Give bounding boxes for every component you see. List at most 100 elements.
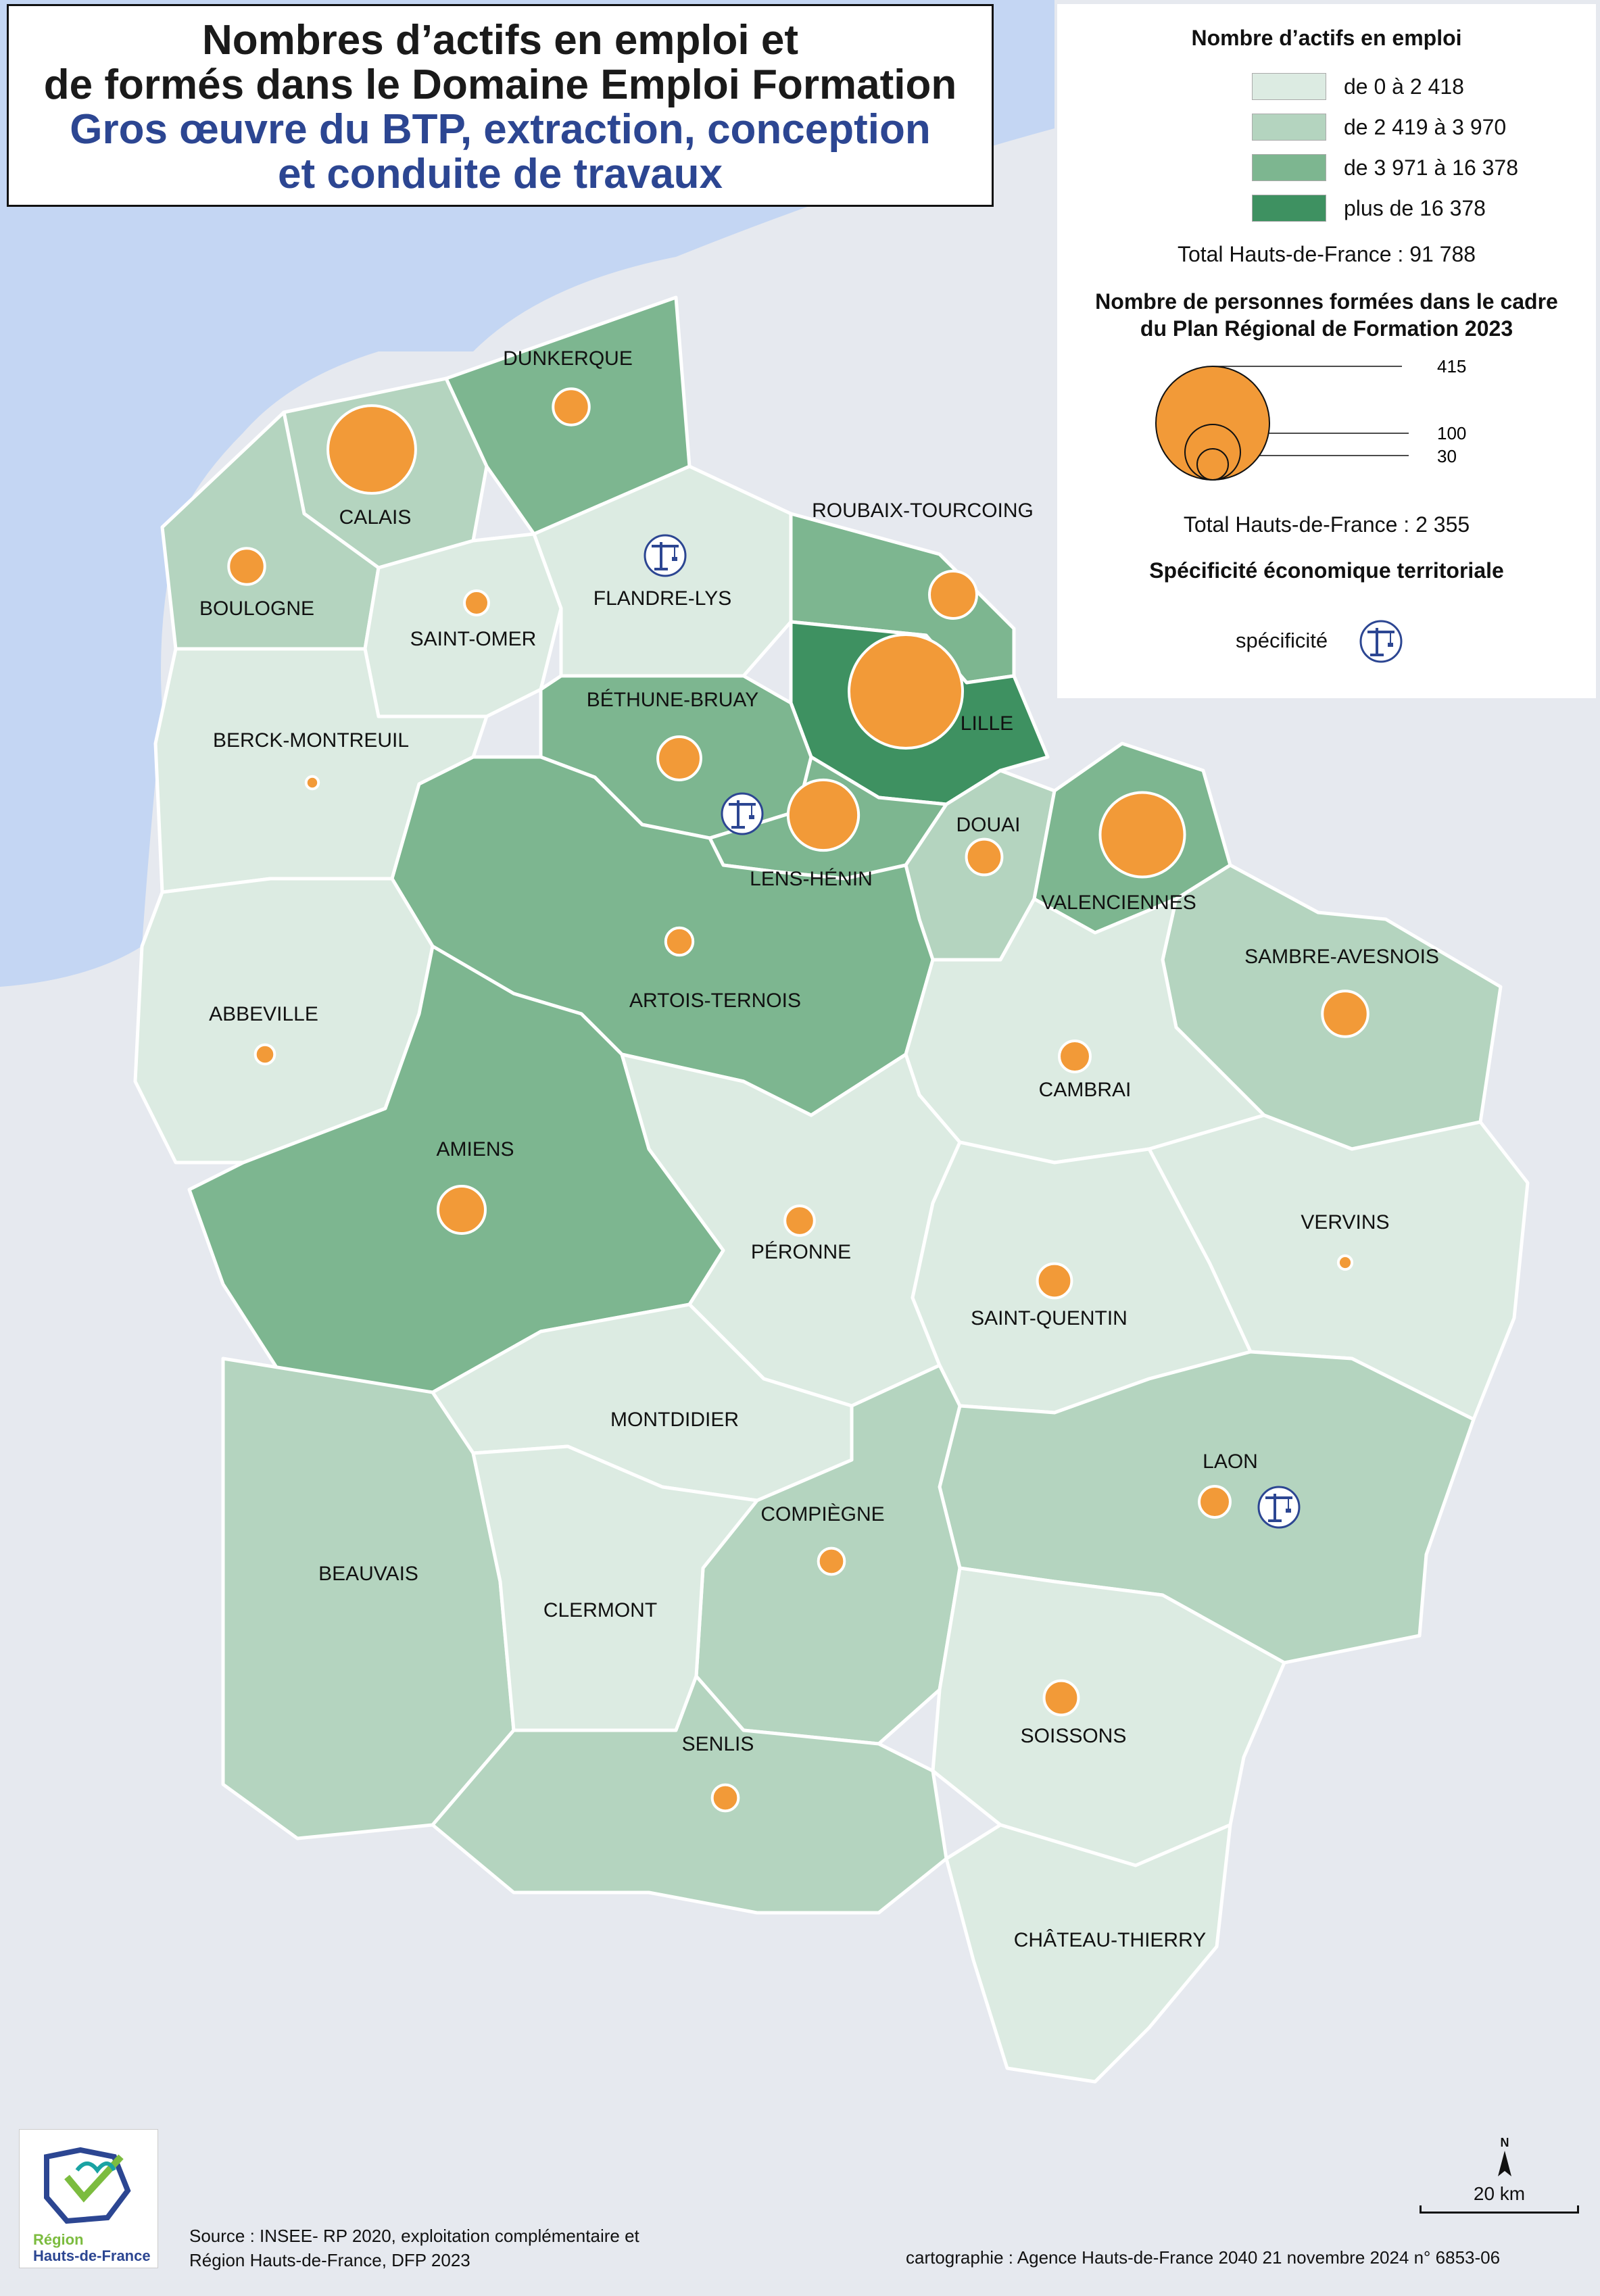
zone-label-amiens: AMIENS (436, 1138, 514, 1161)
zone-label-dunkerque: DUNKERQUE (503, 347, 633, 370)
legend-trained-title-2: du Plan Régional de Formation 2023 (1140, 316, 1513, 341)
crane-icon (1359, 620, 1403, 663)
legend-panel: Nombre d’actifs en emploi de 0 à 2 418 d… (1057, 4, 1596, 698)
zone-label-valenciennes: VALENCIENNES (1041, 891, 1196, 914)
trained-circle-artois-ternois (664, 926, 695, 957)
legend-employment-total: Total Hauts-de-France : 91 788 (1177, 242, 1476, 266)
trained-circle-valenciennes (1098, 791, 1186, 879)
trained-circle-cambrai (1058, 1040, 1092, 1073)
logo-caption-region: Région (33, 2231, 84, 2248)
title-box: Nombres d’actifs en emploi et de formés … (7, 4, 994, 207)
zone-label-sambre-avesnois: SAMBRE-AVESNOIS (1244, 946, 1439, 968)
zone-label-clermont: CLERMONT (543, 1599, 657, 1621)
zone-label-flandre-lys: FLANDRE-LYS (593, 587, 732, 610)
zone-label-lille: LILLE (961, 712, 1013, 735)
trained-circle-laon (1198, 1485, 1232, 1519)
trained-circle-saint-quentin (1036, 1262, 1073, 1300)
legend-value-100: 100 (1437, 423, 1466, 443)
crane-icon (1257, 1486, 1301, 1529)
trained-circle-vervins (1336, 1254, 1354, 1271)
north-arrow-icon (1498, 2151, 1511, 2176)
zone-label-saint-omer: SAINT-OMER (410, 628, 537, 650)
zone-label-berck-montreuil: BERCK-MONTREUIL (213, 729, 409, 752)
legend-swatch-4 (1252, 195, 1326, 222)
trained-circle-compiegne (817, 1546, 846, 1576)
legend-class-label-2: de 2 419 à 3 970 (1344, 115, 1507, 139)
zone-label-roubaix-tourcoing: ROUBAIX-TOURCOING (812, 499, 1034, 522)
zone-label-cambrai: CAMBRAI (1039, 1079, 1132, 1101)
legend-swatch-1 (1252, 73, 1326, 100)
trained-circle-boulogne (227, 547, 266, 586)
trained-circle-douai (965, 837, 1004, 877)
legend-specificity-label: spécificité (1236, 629, 1328, 652)
source-note: Source : INSEE- RP 2020, exploitation co… (189, 2224, 639, 2272)
zone-label-douai: DOUAI (956, 814, 1020, 836)
legend-value-30: 30 (1437, 446, 1457, 466)
trained-circle-soissons (1042, 1679, 1080, 1717)
legend-class-label-3: de 3 971 à 16 378 (1344, 155, 1519, 180)
legend-swatch-3 (1252, 154, 1326, 181)
trained-circle-sambre-avesnois (1321, 990, 1369, 1038)
zone-label-compiegne: COMPIÈGNE (760, 1503, 884, 1525)
trained-circle-lens-henin (786, 778, 860, 852)
map-title-line-2: de formés dans le Domaine Emploi Formati… (43, 62, 957, 108)
source-line-1: Source : INSEE- RP 2020, exploitation co… (189, 2226, 639, 2246)
sea (0, 0, 1054, 987)
zone-label-senlis: SENLIS (682, 1733, 754, 1755)
north-arrow: N (1491, 2136, 1518, 2183)
scale-bar (1420, 2205, 1579, 2214)
trained-circle-amiens (437, 1185, 487, 1235)
zone-label-calais: CALAIS (339, 506, 412, 529)
zone-label-bethune-bruay: BÉTHUNE-BRUAY (587, 689, 758, 711)
legend-value-415: 415 (1437, 356, 1466, 376)
legend-circle-scale: 415 100 30 (1155, 356, 1466, 481)
logo-caption-name: Hauts-de-France (33, 2247, 151, 2264)
trained-circle-abbeville (253, 1043, 276, 1066)
zone-label-saint-quentin: SAINT-QUENTIN (971, 1307, 1128, 1329)
trained-circle-saint-omer (463, 589, 490, 616)
trained-circle-roubaix-tourcoing (928, 570, 978, 620)
zone-label-lens-henin: LENS-HÉNIN (750, 868, 873, 890)
zone-clermont (471, 1444, 759, 1732)
zone-label-vervins: VERVINS (1301, 1211, 1389, 1234)
trained-circle-dunkerque (552, 387, 591, 426)
trained-circle-berck-montreuil (304, 775, 320, 791)
credits-note: cartographie : Agence Hauts-de-France 20… (906, 2247, 1501, 2268)
trained-circle-lille (848, 633, 964, 750)
zone-label-soissons: SOISSONS (1021, 1725, 1127, 1747)
map-subtitle-line-2: et conduite de travaux (277, 151, 723, 197)
legend-employment-title: Nombre d’actifs en emploi (1191, 26, 1462, 50)
legend-specificity-title: Spécificité économique territoriale (1149, 558, 1504, 583)
zone-label-boulogne: BOULOGNE (199, 597, 314, 620)
zone-label-artois-ternois: ARTOIS-TERNOIS (629, 990, 801, 1012)
scale-label: 20 km (1473, 2183, 1526, 2204)
legend-circle-30 (1196, 448, 1229, 481)
zone-label-peronne: PÉRONNE (751, 1241, 851, 1263)
zone-soissons (931, 1566, 1286, 1867)
crane-icon (644, 534, 687, 577)
region-logo-icon (44, 2147, 131, 2224)
zone-label-chateau-thierry: CHÂTEAU-THIERRY (1014, 1929, 1206, 1951)
trained-circle-bethune-bruay (656, 735, 702, 781)
map-subtitle-line-1: Gros œuvre du BTP, extraction, conceptio… (70, 106, 931, 153)
zone-label-laon: LAON (1203, 1450, 1258, 1473)
region-logo: Région Hauts-de-France (19, 2129, 158, 2268)
legend-class-label-4: plus de 16 378 (1344, 196, 1486, 220)
crane-icon (721, 792, 764, 835)
map-title-line-1: Nombres d’actifs en emploi et (202, 17, 798, 64)
legend-class-label-1: de 0 à 2 418 (1344, 74, 1464, 99)
source-line-2: Région Hauts-de-France, DFP 2023 (189, 2250, 470, 2270)
trained-circle-senlis (710, 1783, 740, 1813)
trained-circle-peronne (783, 1204, 816, 1237)
legend-swatch-2 (1252, 114, 1326, 141)
zone-label-beauvais: BEAUVAIS (318, 1563, 418, 1585)
zone-chateau-thierry (944, 1823, 1232, 2084)
north-label: N (1500, 2136, 1509, 2149)
legend-trained-title-1: Nombre de personnes formées dans le cadr… (1095, 289, 1558, 314)
trained-circle-calais (326, 404, 417, 495)
zone-senlis (431, 1674, 948, 1915)
zone-label-abbeville: ABBEVILLE (209, 1003, 318, 1025)
zone-label-montdidier: MONTDIDIER (610, 1409, 739, 1431)
legend-trained-total: Total Hauts-de-France : 2 355 (1183, 512, 1470, 537)
